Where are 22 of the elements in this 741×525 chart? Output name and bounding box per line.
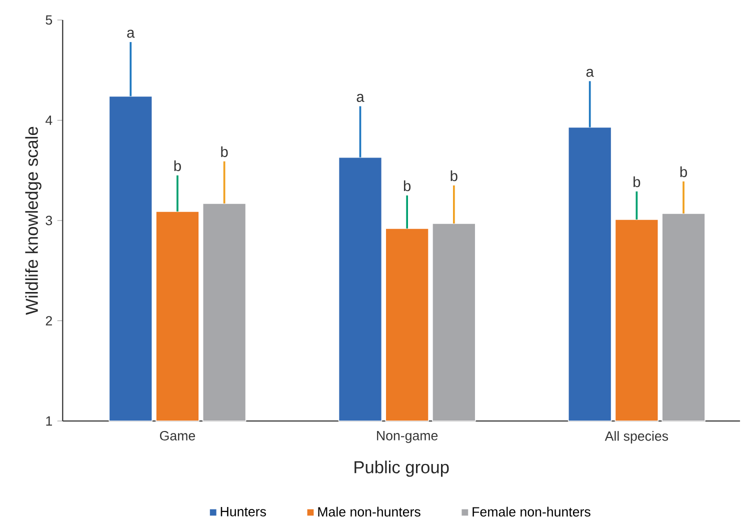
annotation: b [450,170,458,182]
y-tick-label: 1 [46,416,52,426]
annotation: b [221,146,228,158]
y-tick-label: 3 [46,216,52,226]
x-tick-label: Non-game [377,431,438,443]
annotation: a [586,68,594,77]
annotation: b [174,160,181,172]
y-tick-label: 2 [46,316,52,326]
annotation: b [634,176,640,188]
y-axis-title: Wildlife knowledge scale [25,126,42,315]
annotation: a [127,30,135,38]
annotation: b [680,166,687,178]
x-tick-label: Game [160,431,196,440]
annotation: a [356,94,364,102]
y-tick-label: 5 [46,15,52,25]
annotation: b [404,180,411,192]
y-tick-label: 4 [46,116,52,125]
legend-label: Male non-hunters [318,506,420,517]
x-axis-title: Public group [354,460,449,477]
legend-label: Hunters [220,507,266,516]
x-tick-label: All species [604,431,668,444]
legend-label: Female non-hunters [472,506,590,517]
